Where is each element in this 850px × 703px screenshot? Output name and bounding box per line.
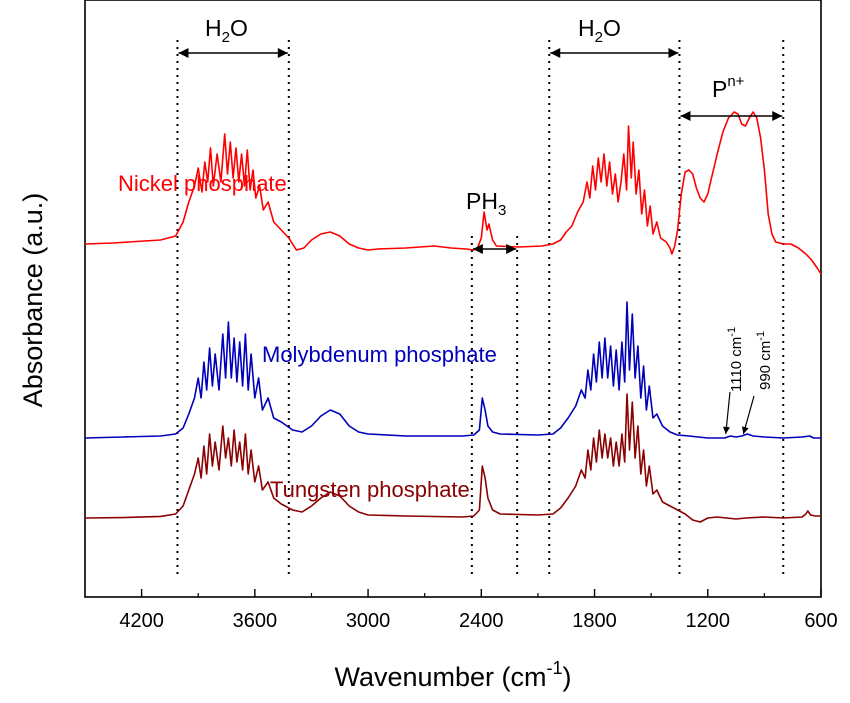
arrow-pn — [680, 111, 783, 121]
h2o-left-o: O — [230, 15, 248, 41]
peak-1110-text: 1110 cm — [728, 337, 745, 392]
h2o-right-label: H2O — [578, 15, 621, 46]
ph3-label: PH3 — [466, 188, 506, 219]
x-tick-label-1800: 1800 — [572, 610, 617, 632]
h2o-right-o: O — [603, 15, 621, 41]
x-tick-label-2400: 2400 — [459, 610, 504, 632]
series-line-molybdenum — [84, 301, 821, 439]
dotted-guide-lines — [176, 40, 785, 578]
series-label-nickel: Nickel phosphate — [118, 171, 287, 196]
arrow-ph3-head-left — [472, 244, 483, 254]
plot-frame — [84, 0, 822, 598]
x-axis-title: Wavenumber (cm-1) — [334, 658, 571, 692]
arrow-h2o-left-head-right — [277, 48, 288, 58]
series-line-tungsten — [84, 393, 821, 523]
series-label-tungsten: Tungsten phosphate — [270, 477, 470, 502]
pn-main: P — [712, 76, 727, 102]
x-axis-title-main: Wavenumber (cm — [334, 662, 546, 692]
x-tick-label-3600: 3600 — [233, 610, 278, 632]
arrow-h2o-left — [178, 48, 288, 58]
peak-1110-label: 1110 cm-1 — [726, 327, 745, 392]
peak-990-label: 990 cm-1 — [755, 331, 774, 390]
annotation-arrows — [178, 48, 783, 435]
arrow-h2o-left-head-left — [178, 48, 189, 58]
arrow-h2o-right — [550, 48, 679, 58]
arrow-pn-head-left — [680, 111, 691, 121]
h2o-left-label: H2O — [205, 15, 248, 46]
pn-sup: n+ — [727, 73, 744, 90]
h2o-right-sub: 2 — [595, 29, 603, 46]
pn-label: Pn+ — [712, 73, 745, 102]
x-axis-ticks: 4200 3600 3000 2400 1800 1200 600 — [119, 589, 838, 632]
arrow-ph3-head-right — [506, 244, 517, 254]
pointer-990-head — [741, 426, 749, 434]
y-axis-title: Absorbance (a.u.) — [18, 193, 48, 408]
peak-990-text: 990 cm — [757, 341, 774, 390]
pointer-1110-shaft — [725, 391, 731, 435]
x-tick-label-3000: 3000 — [346, 610, 391, 632]
series-line-nickel — [84, 111, 822, 275]
spectra-series — [84, 111, 822, 523]
arrow-pn-head-right — [772, 111, 783, 121]
ph3-main: PH — [466, 188, 498, 214]
x-tick-label-1200: 1200 — [686, 610, 731, 632]
h2o-left-sub: 2 — [222, 29, 230, 46]
ph3-sub: 3 — [498, 202, 506, 219]
pointer-1110-head — [722, 426, 730, 434]
x-axis-title-close: ) — [563, 662, 572, 692]
h2o-left-h: H — [205, 15, 222, 41]
peak-990-sup: -1 — [755, 331, 767, 341]
pointer-990 — [741, 395, 755, 435]
x-tick-label-4200: 4200 — [119, 610, 164, 632]
x-tick-label-600: 600 — [804, 610, 837, 632]
x-axis-title-sup: -1 — [547, 658, 563, 678]
series-label-molybdenum: Molybdenum phosphate — [262, 342, 497, 367]
arrow-h2o-right-head-left — [550, 48, 561, 58]
peak-1110-sup: -1 — [726, 327, 738, 337]
pointer-1110 — [722, 391, 731, 435]
arrow-ph3 — [472, 244, 517, 254]
h2o-right-h: H — [578, 15, 595, 41]
arrow-h2o-right-head-right — [668, 48, 679, 58]
